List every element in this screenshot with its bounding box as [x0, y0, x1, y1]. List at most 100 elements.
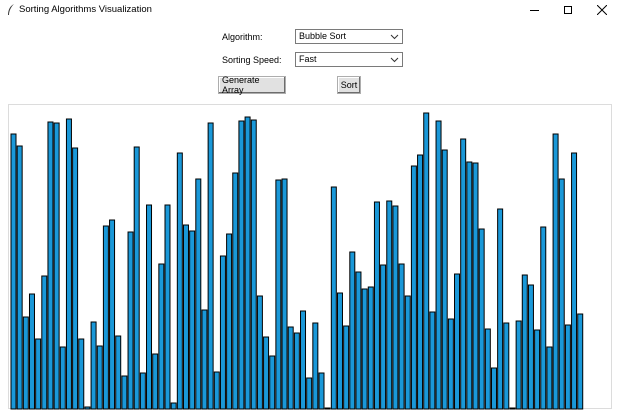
array-bar — [521, 274, 528, 410]
array-bar — [552, 133, 559, 410]
array-bar — [300, 310, 307, 410]
array-bar — [35, 338, 42, 410]
array-bar — [90, 321, 97, 410]
array-bar — [404, 295, 411, 410]
array-bar — [182, 224, 189, 410]
array-bar — [318, 372, 325, 410]
close-icon — [597, 5, 607, 15]
array-bar — [84, 406, 91, 410]
array-bar — [515, 320, 522, 410]
array-bar — [312, 322, 319, 410]
minimize-button[interactable] — [517, 0, 551, 20]
array-bar — [380, 264, 387, 410]
array-bar — [509, 407, 516, 410]
array-bar — [410, 165, 417, 410]
array-bar — [232, 172, 239, 410]
array-bar — [207, 122, 214, 410]
generate-array-button[interactable]: Generate Array — [218, 75, 286, 95]
array-bar — [447, 318, 454, 410]
array-bar — [497, 208, 504, 410]
array-bar — [139, 372, 146, 410]
chevron-down-icon[interactable] — [390, 32, 399, 41]
array-bar — [164, 204, 171, 410]
array-bar — [367, 286, 374, 410]
array-bar — [176, 152, 183, 410]
array-bar — [263, 336, 270, 410]
array-bar — [287, 326, 294, 410]
algorithm-select[interactable]: Bubble Sort — [295, 29, 403, 44]
array-bar — [429, 311, 436, 410]
array-bar — [460, 138, 467, 410]
array-bar — [96, 345, 103, 410]
array-bar — [527, 284, 534, 410]
array-bar — [324, 407, 331, 410]
bars-canvas — [8, 104, 612, 410]
array-bar — [349, 251, 356, 410]
array-bar — [127, 231, 134, 410]
algorithm-select-value: Bubble Sort — [299, 31, 347, 41]
array-bar — [146, 204, 153, 410]
array-bar — [275, 179, 282, 410]
array-bar — [41, 275, 48, 410]
array-bar — [158, 263, 165, 410]
speed-label: Sorting Speed: — [222, 55, 282, 65]
array-bar — [281, 178, 288, 410]
array-bar — [213, 371, 220, 410]
array-bar — [472, 162, 479, 410]
array-bar — [503, 322, 510, 410]
sort-button[interactable]: Sort — [337, 76, 361, 94]
array-bar — [392, 205, 399, 410]
array-bar — [65, 118, 72, 410]
array-bar — [22, 316, 29, 410]
array-bar — [398, 263, 405, 410]
array-bar — [256, 295, 263, 410]
array-bar — [170, 402, 177, 410]
close-button[interactable] — [585, 0, 617, 20]
array-bar — [336, 292, 343, 410]
array-bar — [490, 367, 497, 410]
speed-select[interactable]: Fast — [295, 52, 403, 67]
maximize-button[interactable] — [551, 0, 585, 20]
array-bar — [423, 112, 430, 410]
array-bar — [269, 355, 276, 410]
array-bar — [546, 346, 553, 410]
array-bar — [478, 228, 485, 410]
minimize-icon — [529, 9, 539, 11]
array-bar — [72, 147, 79, 410]
array-bar — [10, 133, 17, 410]
array-bar — [540, 226, 547, 410]
array-bar — [355, 271, 362, 410]
array-bar — [558, 178, 565, 410]
array-bar — [564, 324, 571, 410]
array-bar — [466, 161, 473, 410]
array-bar — [373, 201, 380, 410]
array-bar — [293, 332, 300, 410]
array-bar — [441, 149, 448, 410]
array-bar — [330, 186, 337, 410]
array-bar — [109, 219, 116, 410]
speed-select-value: Fast — [299, 54, 317, 64]
chevron-down-icon[interactable] — [390, 55, 399, 64]
array-bar — [386, 200, 393, 410]
array-bar — [53, 122, 60, 410]
array-bar — [238, 120, 245, 410]
array-bar — [250, 119, 257, 410]
array-bar — [454, 273, 461, 410]
array-bar — [361, 288, 368, 410]
array-bar — [534, 329, 541, 410]
array-bar — [226, 233, 233, 410]
array-bar — [115, 335, 122, 410]
bars-chart — [10, 112, 584, 410]
window-title: Sorting Algorithms Visualization — [19, 4, 152, 15]
array-bar — [201, 309, 208, 410]
array-bar — [59, 346, 66, 410]
array-bar — [219, 255, 226, 410]
array-bar — [152, 353, 159, 410]
array-bar — [435, 120, 442, 410]
array-bar — [244, 116, 251, 410]
title-bar: Sorting Algorithms Visualization — [0, 0, 617, 20]
array-bar — [189, 230, 196, 410]
array-bar — [47, 121, 54, 410]
feather-icon — [8, 4, 14, 15]
array-bar — [195, 178, 202, 410]
